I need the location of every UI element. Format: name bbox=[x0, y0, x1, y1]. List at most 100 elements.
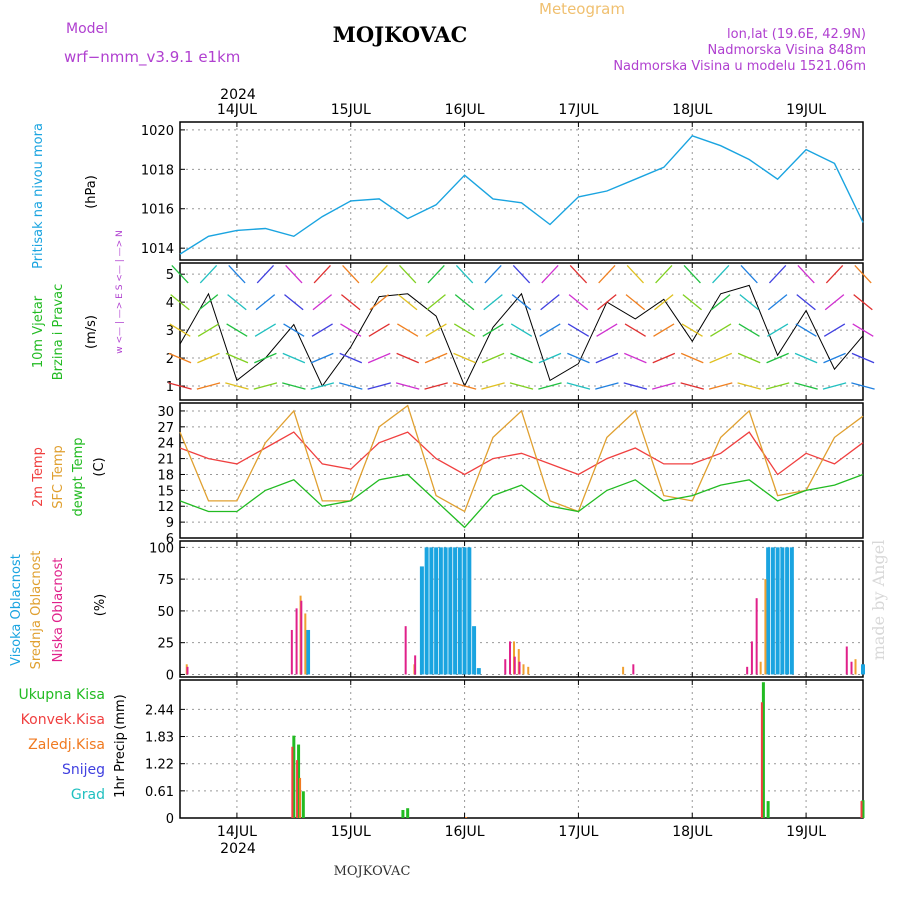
y-tick-label: 1014 bbox=[141, 242, 174, 257]
high-cloud-bar bbox=[785, 547, 790, 675]
precip-ylabel: 1hr Precip bbox=[113, 732, 128, 798]
model-name: wrf−nmm_v3.9.1 e1km bbox=[64, 48, 240, 67]
high-cloud-bar bbox=[448, 547, 453, 675]
low-cloud-bar bbox=[845, 646, 848, 675]
location-lonlat: lon,lat (19.6E, 42.9N) bbox=[727, 27, 866, 42]
wind-arrow bbox=[285, 264, 303, 284]
wind-arrow bbox=[652, 382, 676, 390]
wind-arrow bbox=[794, 352, 818, 364]
wind-arrow bbox=[424, 382, 448, 390]
wind-arrow bbox=[623, 382, 648, 390]
wind-arrow bbox=[427, 264, 445, 284]
total-rain-bar bbox=[766, 801, 770, 818]
wind-arrow bbox=[681, 323, 703, 337]
total-rain-bar bbox=[292, 735, 296, 818]
wind-arrow bbox=[767, 323, 789, 337]
wind-arrow bbox=[710, 294, 731, 311]
mid-cloud-bar bbox=[622, 666, 625, 675]
model-elevation: Nadmorska Visina u modelu 1521.06m bbox=[613, 59, 866, 74]
y-tick-label: 1 bbox=[166, 380, 174, 395]
mid-cloud-bar bbox=[517, 649, 520, 675]
wind-arrow bbox=[198, 294, 219, 311]
top-day-label: 14JUL bbox=[217, 102, 257, 118]
high-cloud-bar bbox=[766, 547, 771, 675]
wind-arrow bbox=[396, 352, 419, 364]
low-cloud-bar bbox=[186, 666, 189, 675]
station-elevation: Nadmorska Visina 848m bbox=[708, 43, 867, 58]
high-cloud-bar bbox=[306, 629, 311, 675]
wind-arrow bbox=[541, 264, 559, 284]
legend-freezing-rain: Zaledj.Kisa bbox=[28, 737, 105, 753]
high-cloud-bar bbox=[775, 547, 780, 675]
wind-arrow bbox=[169, 323, 191, 337]
high-cloud-bar bbox=[453, 547, 458, 675]
high-cloud-bar bbox=[770, 547, 775, 675]
wind-arrow bbox=[825, 264, 844, 284]
wind-arrow bbox=[227, 294, 247, 311]
wind-arrow bbox=[796, 294, 816, 311]
wind-arrow bbox=[854, 264, 872, 284]
wind-arrow bbox=[512, 264, 531, 284]
wind-arrow bbox=[454, 294, 475, 311]
wind-arrow bbox=[654, 294, 674, 311]
high-cloud-bar bbox=[438, 547, 443, 675]
low-cloud-bar bbox=[509, 641, 512, 675]
y-tick-label: 75 bbox=[157, 573, 174, 588]
bottom-day-label: 19JUL bbox=[786, 824, 826, 840]
panel-3: 0 25 50 75 100 bbox=[149, 540, 864, 683]
wind-arrow bbox=[852, 323, 874, 337]
wind-arrow bbox=[540, 294, 560, 311]
low-cloud-bar bbox=[518, 661, 521, 675]
wind-arrow bbox=[168, 382, 192, 390]
wind-arrow bbox=[823, 323, 846, 337]
legend-convective-rain: Konvek.Kisa bbox=[21, 712, 105, 728]
y-tick-label: 6 bbox=[166, 532, 174, 547]
bottom-day-label: 14JUL bbox=[217, 824, 257, 840]
total-rain-bar bbox=[406, 808, 410, 818]
panel-1: 1 2 3 4 5 bbox=[166, 262, 864, 401]
wind-arrow bbox=[595, 382, 619, 390]
temp-ylabel-line1: 2m Temp bbox=[31, 447, 46, 507]
top-day-label: 18JUL bbox=[672, 102, 712, 118]
y-tick-label: 30 bbox=[157, 405, 174, 420]
wind-arrow bbox=[481, 352, 505, 364]
mid-cloud-bar bbox=[764, 579, 767, 675]
low-cloud-bar bbox=[404, 626, 407, 675]
wind-arrow bbox=[255, 294, 276, 311]
wind-arrow bbox=[399, 264, 417, 284]
wind-speed-line bbox=[179, 284, 864, 388]
pressure-unit: (hPa) bbox=[84, 175, 99, 209]
y-tick-label: 0 bbox=[166, 668, 174, 683]
bottom-day-label: 18JUL bbox=[672, 824, 712, 840]
wind-arrow bbox=[569, 264, 588, 284]
y-tick-label: 5 bbox=[166, 268, 174, 283]
wind-arrow bbox=[680, 382, 705, 390]
low-cloud-bar bbox=[414, 655, 417, 675]
convective-rain-bar bbox=[296, 760, 299, 818]
wind-arrow bbox=[367, 382, 391, 390]
high-cloud-bar bbox=[472, 626, 477, 675]
wind-arrow bbox=[284, 294, 304, 311]
wind-arrow bbox=[455, 264, 474, 284]
sfc-temp-line bbox=[179, 404, 864, 513]
wind-arrow bbox=[197, 352, 220, 364]
wind-arrow bbox=[226, 323, 248, 337]
wind-arrow bbox=[282, 352, 306, 364]
panel-frame bbox=[179, 262, 864, 401]
temp-unit: (C) bbox=[92, 457, 107, 476]
wind-arrow bbox=[310, 382, 335, 390]
wind-arrow bbox=[481, 382, 505, 390]
wind-arrow bbox=[199, 264, 218, 284]
wind-ylabel-line1: 10m Vjetar bbox=[31, 295, 46, 368]
wind-arrow bbox=[767, 294, 788, 311]
y-tick-label: 2 bbox=[166, 352, 174, 367]
dewpt-line bbox=[179, 473, 864, 529]
wind-arrow bbox=[225, 352, 249, 364]
wind-arrow bbox=[737, 352, 761, 364]
high-cloud-bar bbox=[467, 547, 472, 675]
wind-arrow bbox=[197, 323, 220, 337]
low-cloud-bar bbox=[300, 600, 303, 675]
wind-arrow bbox=[740, 264, 758, 284]
total-rain-bar bbox=[297, 744, 301, 818]
wind-arrow bbox=[768, 264, 787, 284]
